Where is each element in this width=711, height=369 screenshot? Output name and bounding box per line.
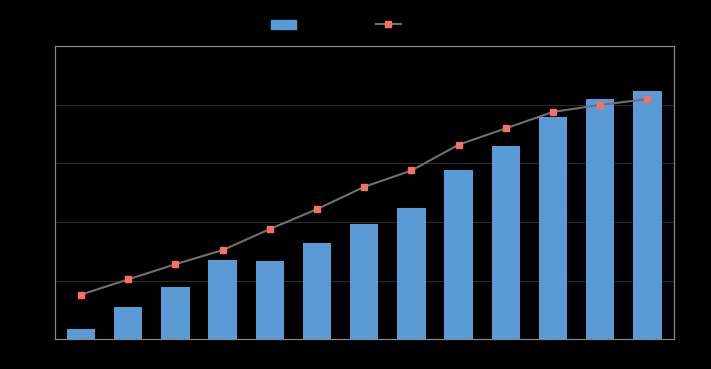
- Bar: [350, 224, 378, 339]
- Bar: [256, 261, 284, 339]
- Bar: [539, 117, 567, 339]
- Bar: [208, 260, 237, 339]
- Bar: [67, 329, 95, 339]
- Bar: [161, 287, 190, 339]
- Bar: [444, 170, 473, 339]
- Bar: [492, 146, 520, 339]
- Legend: その他の住宅, 空き家率: その他の住宅, 空き家率: [265, 14, 446, 37]
- Bar: [397, 208, 426, 339]
- Bar: [114, 307, 142, 339]
- Bar: [303, 242, 331, 339]
- Bar: [586, 99, 614, 339]
- Bar: [634, 90, 662, 339]
